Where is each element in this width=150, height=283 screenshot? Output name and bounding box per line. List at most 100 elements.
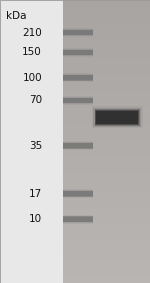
Bar <box>63 218 150 219</box>
Bar <box>63 79 150 81</box>
Bar <box>63 106 150 108</box>
Bar <box>63 72 150 74</box>
Bar <box>63 122 150 123</box>
Bar <box>63 158 150 160</box>
Bar <box>63 269 150 270</box>
Bar <box>63 171 150 173</box>
Bar <box>63 185 150 187</box>
Bar <box>63 265 150 266</box>
Bar <box>92 106 142 128</box>
Bar <box>63 183 150 184</box>
Bar <box>63 167 150 168</box>
Bar <box>63 58 150 59</box>
Bar <box>63 275 150 276</box>
Bar <box>63 51 150 52</box>
Bar <box>63 260 150 262</box>
Bar <box>63 163 150 164</box>
Bar <box>63 147 150 149</box>
Bar <box>63 246 150 248</box>
Bar <box>63 37 150 38</box>
Bar <box>63 181 150 183</box>
Bar <box>63 132 150 133</box>
Bar <box>63 208 150 209</box>
Bar <box>63 160 150 161</box>
Bar <box>63 217 93 222</box>
Bar <box>63 221 150 222</box>
Bar <box>63 241 150 242</box>
Bar <box>63 102 150 103</box>
Bar <box>63 38 150 40</box>
Bar <box>63 207 150 208</box>
Bar <box>63 139 150 140</box>
Bar <box>63 75 93 80</box>
Bar <box>63 245 150 246</box>
Bar <box>63 59 150 61</box>
Bar <box>63 126 150 127</box>
Bar <box>63 78 150 79</box>
Bar <box>63 30 150 31</box>
Bar <box>63 226 150 228</box>
Bar <box>63 67 150 68</box>
Bar <box>63 279 150 280</box>
Bar <box>63 197 150 198</box>
Bar <box>63 52 150 54</box>
Bar <box>63 75 93 81</box>
Bar <box>63 73 93 82</box>
Bar <box>63 98 150 99</box>
Bar <box>63 6 150 7</box>
Bar <box>63 175 150 177</box>
Bar <box>63 34 150 35</box>
Bar <box>63 141 93 150</box>
Bar <box>63 61 150 62</box>
Bar <box>63 13 150 14</box>
Bar <box>63 192 150 194</box>
Bar <box>63 219 150 221</box>
Bar <box>63 235 150 236</box>
Bar <box>63 96 93 105</box>
Bar <box>63 115 150 116</box>
Text: 35: 35 <box>29 141 42 151</box>
Bar <box>63 49 93 56</box>
Bar <box>63 277 150 279</box>
Bar <box>63 143 150 144</box>
Bar <box>63 117 150 119</box>
Bar <box>63 20 150 21</box>
Bar <box>63 130 150 132</box>
Bar <box>63 191 150 192</box>
Bar <box>63 44 150 45</box>
Bar <box>63 30 93 35</box>
Bar <box>63 18 150 20</box>
Bar <box>63 184 150 185</box>
Bar <box>63 144 150 146</box>
Bar <box>63 252 150 253</box>
Bar <box>63 216 150 218</box>
Bar <box>63 272 150 273</box>
Bar <box>63 100 150 102</box>
Bar <box>63 270 150 272</box>
Bar <box>63 116 150 117</box>
Bar <box>96 111 138 124</box>
Bar <box>0 0 63 283</box>
Bar <box>63 83 150 85</box>
Bar <box>63 156 150 157</box>
Bar <box>63 125 150 126</box>
Bar <box>63 50 93 55</box>
Bar <box>93 108 141 127</box>
Bar <box>63 157 150 158</box>
Bar <box>63 76 150 78</box>
Bar <box>63 71 150 72</box>
Bar <box>63 10 150 11</box>
Bar <box>63 47 150 48</box>
Bar <box>63 48 93 57</box>
Bar <box>63 259 150 260</box>
Bar <box>63 31 150 33</box>
Bar <box>63 98 93 103</box>
Bar <box>63 146 150 147</box>
Bar <box>63 24 150 25</box>
Bar <box>63 190 150 191</box>
Bar <box>63 133 150 134</box>
Bar <box>63 3 150 4</box>
Bar <box>63 232 150 233</box>
Bar <box>63 204 150 205</box>
Bar <box>63 151 150 153</box>
